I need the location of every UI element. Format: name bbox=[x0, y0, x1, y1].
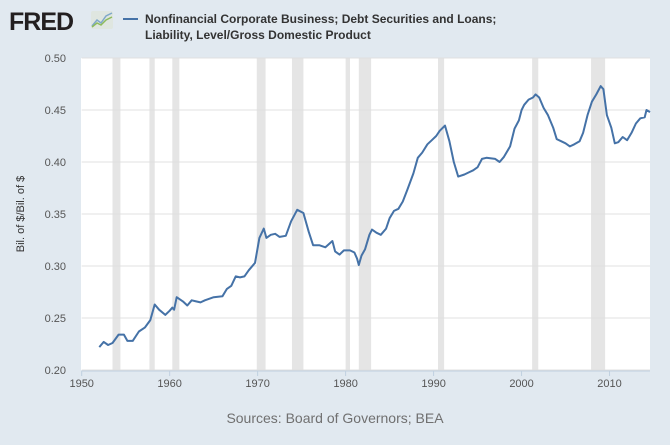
series-line bbox=[98, 85, 651, 348]
chart-title: Nonfinancial Corporate Business; Debt Se… bbox=[145, 12, 497, 42]
x-tick-label: 2010 bbox=[597, 378, 621, 390]
x-tick-label: 1960 bbox=[157, 378, 181, 390]
y-tick-label: 0.50 bbox=[45, 53, 66, 65]
x-tick-label: 1990 bbox=[421, 378, 445, 390]
y-tick-label: 0.20 bbox=[45, 365, 66, 377]
x-tick-label: 1970 bbox=[245, 378, 269, 390]
y-tick-label: 0.45 bbox=[45, 105, 66, 117]
y-tick-label: 0.30 bbox=[45, 261, 66, 273]
fred-logo[interactable]: FRED bbox=[9, 8, 74, 36]
chart-trend-icon bbox=[91, 11, 113, 29]
y-tick-label: 0.40 bbox=[45, 157, 66, 169]
x-tick-label: 2000 bbox=[509, 378, 533, 390]
y-tick-label: 0.25 bbox=[45, 313, 66, 325]
y-axis-label: Bil. of $/Bil. of $ bbox=[15, 176, 27, 252]
x-tick-label: 1980 bbox=[333, 378, 357, 390]
legend-swatch bbox=[123, 18, 138, 20]
y-tick-label: 0.35 bbox=[45, 209, 66, 221]
x-tick-label: 1950 bbox=[69, 378, 93, 390]
source-note: Sources: Board of Governors; BEA bbox=[226, 410, 444, 426]
